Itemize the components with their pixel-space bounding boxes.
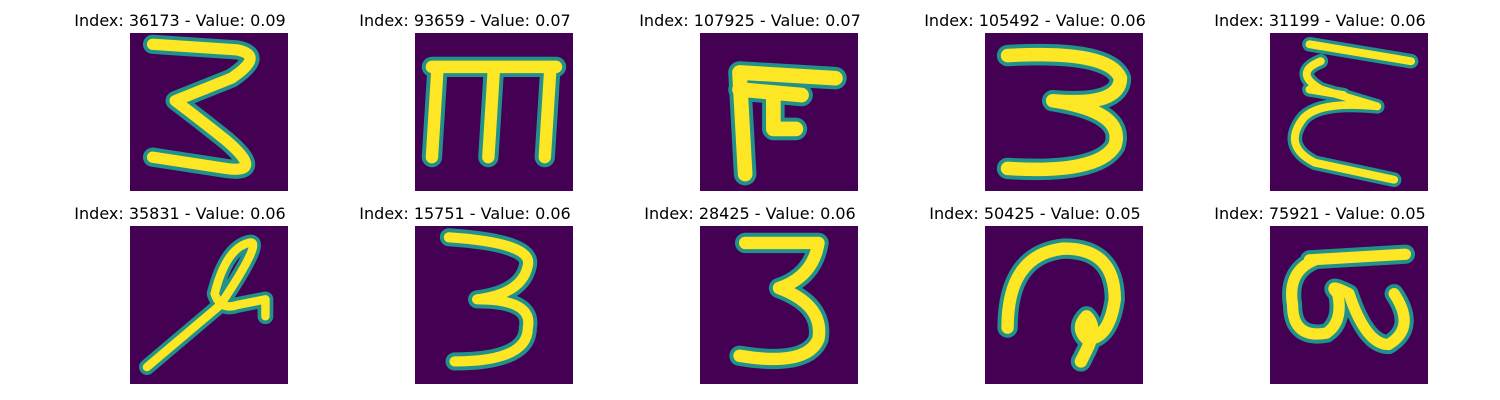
digit-image <box>130 226 288 384</box>
panel: Index: 93659 - Value: 0.07 <box>315 0 615 191</box>
panel-title: Index: 75921 - Value: 0.05 <box>1214 204 1426 223</box>
panel-title: Index: 31199 - Value: 0.06 <box>1214 11 1426 30</box>
panel: Index: 31199 - Value: 0.06 <box>1170 0 1470 191</box>
digit-image <box>985 33 1143 191</box>
panel-title: Index: 28425 - Value: 0.06 <box>644 204 856 223</box>
digit-image <box>700 33 858 191</box>
digit-image <box>1270 226 1428 384</box>
digit-image <box>130 33 288 191</box>
panel-title: Index: 93659 - Value: 0.07 <box>359 11 571 30</box>
digit-image <box>415 226 573 384</box>
panel-title: Index: 35831 - Value: 0.06 <box>74 204 286 223</box>
panel-title: Index: 105492 - Value: 0.06 <box>924 11 1146 30</box>
panel: Index: 50425 - Value: 0.05 <box>885 193 1185 384</box>
panel: Index: 75921 - Value: 0.05 <box>1170 193 1470 384</box>
panel: Index: 28425 - Value: 0.06 <box>600 193 900 384</box>
digit-image <box>700 226 858 384</box>
panel-title: Index: 15751 - Value: 0.06 <box>359 204 571 223</box>
panel: Index: 105492 - Value: 0.06 <box>885 0 1185 191</box>
panel: Index: 36173 - Value: 0.09 <box>30 0 330 191</box>
digit-image <box>415 33 573 191</box>
panel-title: Index: 36173 - Value: 0.09 <box>74 11 286 30</box>
digit-image <box>1270 33 1428 191</box>
digit-image <box>985 226 1143 384</box>
panel: Index: 35831 - Value: 0.06 <box>30 193 330 384</box>
panel: Index: 107925 - Value: 0.07 <box>600 0 900 191</box>
panel: Index: 15751 - Value: 0.06 <box>315 193 615 384</box>
panel-title: Index: 107925 - Value: 0.07 <box>639 11 861 30</box>
panel-title: Index: 50425 - Value: 0.05 <box>929 204 1141 223</box>
